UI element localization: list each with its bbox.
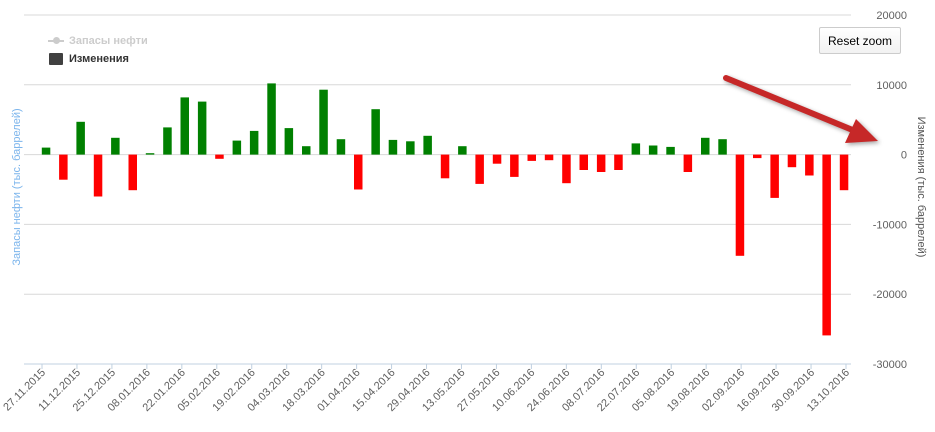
y-tick-label: -20000 [873,289,907,301]
y-axis-right: 20000 10000 0 -10000 -20000 -30000 [873,10,907,371]
bar[interactable] [492,154,502,164]
grid-lines [24,14,851,295]
bar[interactable] [631,143,641,155]
reset-zoom-button[interactable]: Reset zoom [819,27,901,54]
bar[interactable] [423,135,432,155]
bar[interactable] [805,154,814,176]
y-tick-label: 10000 [876,80,907,92]
bar[interactable] [527,154,537,161]
bar[interactable] [701,137,710,155]
bar[interactable] [770,154,779,198]
bar[interactable] [388,139,398,155]
bar[interactable] [76,121,85,155]
bar[interactable] [163,127,172,155]
bar[interactable] [354,154,363,190]
bar[interactable] [579,154,589,170]
bar[interactable] [822,154,831,336]
bar-series-icon [48,53,64,65]
y-tick-label: -30000 [873,359,907,371]
bar[interactable] [302,146,311,155]
legend-label: Изменения [69,53,129,65]
bar[interactable] [180,97,190,155]
bar[interactable] [458,146,467,155]
bar[interactable] [787,154,797,168]
bar[interactable] [562,154,571,184]
bar[interactable] [197,101,207,155]
bar[interactable] [267,83,276,155]
bar[interactable] [284,128,294,155]
bar[interactable] [215,154,224,159]
bar[interactable] [406,141,415,155]
bar[interactable] [839,154,849,191]
bar[interactable] [753,154,762,159]
arrow-head [845,119,878,143]
bar[interactable] [544,154,554,161]
bar[interactable] [232,140,242,155]
red-arrow-annotation [723,75,878,143]
bar-series[interactable] [41,83,849,336]
bar[interactable] [735,154,745,256]
bar[interactable] [718,139,727,155]
bar[interactable] [111,137,120,155]
bar[interactable] [371,109,380,155]
bar[interactable] [510,154,519,177]
bar[interactable] [596,154,606,172]
line-series-icon [48,35,64,47]
bar[interactable] [683,154,693,172]
y-tick-label: 0 [901,150,907,162]
y-axis-left-title: Запасы нефти (тыс. баррелей) [11,108,23,265]
bar[interactable] [648,145,658,155]
legend-item-changes[interactable]: Изменения [48,50,148,68]
bar[interactable] [440,154,450,179]
bar[interactable] [614,154,623,170]
bar[interactable] [249,130,259,155]
arrow-shaft [723,75,858,134]
x-tick-labels: 27.11.201511.12.201525.12.201508.01.2016… [1,364,852,414]
legend-item-oil-stocks[interactable]: Запасы нефти [48,32,148,50]
y-axis-right-title: Изменения (тыс. баррелей) [915,117,927,258]
bar[interactable] [41,147,51,155]
legend-label: Запасы нефти [69,35,148,47]
bar[interactable] [319,89,328,155]
bar[interactable] [666,146,675,155]
bar[interactable] [93,154,103,197]
bar[interactable] [145,153,155,155]
chart-legend: Запасы нефти Изменения [48,32,148,68]
bar[interactable] [336,139,346,155]
bar[interactable] [128,154,138,191]
bar[interactable] [59,154,68,180]
y-tick-label: -10000 [873,219,907,231]
y-tick-label: 20000 [876,10,907,22]
bar[interactable] [475,154,484,184]
